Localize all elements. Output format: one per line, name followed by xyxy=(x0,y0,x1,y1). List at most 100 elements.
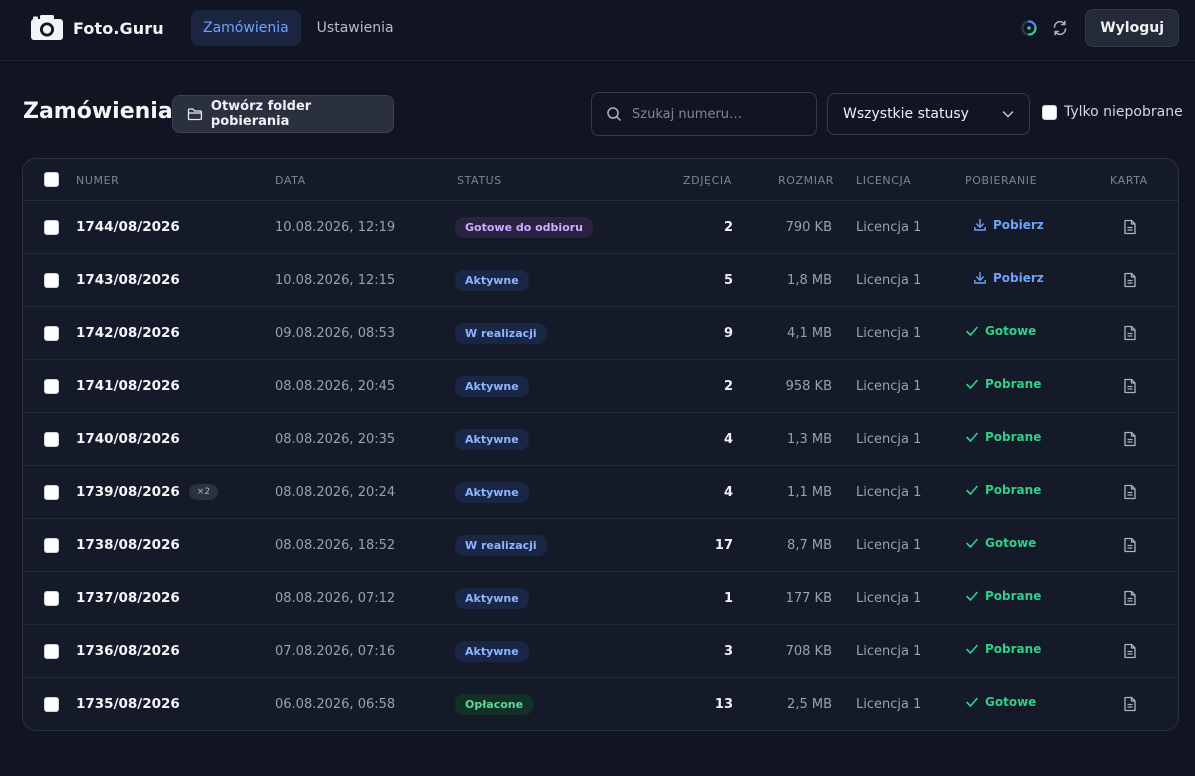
order-number-cell[interactable]: 1736/08/2026 xyxy=(76,625,180,677)
header-actions: Wyloguj xyxy=(1020,9,1179,47)
row-checkbox[interactable] xyxy=(44,537,59,553)
row-select-cell xyxy=(44,254,59,306)
order-card-button[interactable] xyxy=(1123,625,1137,677)
order-card-button[interactable] xyxy=(1123,413,1137,465)
refresh-icon[interactable] xyxy=(1051,19,1069,37)
order-card-button[interactable] xyxy=(1123,307,1137,359)
license-name: Licencja 1 xyxy=(856,219,922,235)
order-number: 1741/08/2026 xyxy=(76,378,180,394)
check-icon xyxy=(966,591,978,601)
order-card-button[interactable] xyxy=(1123,572,1137,624)
brand-name: Foto.Guru xyxy=(73,18,164,38)
order-card-button[interactable] xyxy=(1123,201,1137,253)
table-row[interactable]: 1743/08/2026 10.08.2026, 12:15 Aktywne 5 1,8… xyxy=(23,254,1178,307)
status-badge: Opłacone xyxy=(455,693,534,715)
document-icon xyxy=(1124,590,1136,606)
order-number-cell[interactable]: 1739/08/2026 ×2 xyxy=(76,466,219,518)
order-date: 06.08.2026, 06:58 xyxy=(275,696,396,712)
search-icon xyxy=(607,107,621,121)
row-select-cell xyxy=(44,201,59,253)
order-number: 1743/08/2026 xyxy=(76,272,180,288)
nav-settings[interactable]: Ustawienia xyxy=(316,20,394,36)
search-box[interactable] xyxy=(591,92,817,136)
logout-button[interactable]: Wyloguj xyxy=(1085,9,1179,47)
row-checkbox[interactable] xyxy=(44,590,59,606)
search-input[interactable] xyxy=(632,106,802,122)
column-header-license[interactable]: LICENCJA xyxy=(856,174,912,187)
status-cell: Aktywne xyxy=(455,625,529,677)
status-cell: W realizacji xyxy=(455,307,547,359)
order-number: 1739/08/2026 xyxy=(76,484,180,500)
document-icon xyxy=(1124,325,1136,341)
photos-count: 1 xyxy=(723,590,733,606)
license-name: Licencja 1 xyxy=(856,643,922,659)
download-button[interactable]: Pobierz xyxy=(973,252,1044,304)
column-header-size[interactable]: ROZMIAR xyxy=(778,174,834,187)
order-card-button[interactable] xyxy=(1123,466,1137,518)
status-cell: Aktywne xyxy=(455,572,529,624)
nav-orders[interactable]: Zamówienia xyxy=(191,10,301,46)
status-badge: Aktywne xyxy=(455,640,529,662)
column-header-photos[interactable]: ZDJĘCIA xyxy=(683,174,732,187)
download-button[interactable]: Pobierz xyxy=(973,199,1044,251)
table-row[interactable]: 1736/08/2026 07.08.2026, 07:16 Aktywne 3 708… xyxy=(23,625,1178,678)
license-name: Licencja 1 xyxy=(856,378,922,394)
table-row[interactable]: 1735/08/2026 06.08.2026, 06:58 Opłacone 13 2… xyxy=(23,678,1178,730)
table-row[interactable]: 1742/08/2026 09.08.2026, 08:53 W realizacj… xyxy=(23,307,1178,360)
select-all-checkbox[interactable] xyxy=(44,172,59,187)
table-row[interactable]: 1739/08/2026 ×2 08.08.2026, 20:24 Aktywne 4 1… xyxy=(23,466,1178,519)
table-row[interactable]: 1740/08/2026 08.08.2026, 20:35 Aktywne 4 1,3… xyxy=(23,413,1178,466)
table-row[interactable]: 1744/08/2026 10.08.2026, 12:19 Gotowe do o… xyxy=(23,201,1178,254)
order-number-cell[interactable]: 1741/08/2026 xyxy=(76,360,180,412)
status-badge: Aktywne xyxy=(455,375,529,397)
photos-count: 9 xyxy=(723,325,733,341)
status-cell: W realizacji xyxy=(455,519,547,571)
column-header-download[interactable]: POBIERANIE xyxy=(965,174,1038,187)
duplicate-count-badge: ×2 xyxy=(188,484,219,500)
row-checkbox[interactable] xyxy=(44,325,59,341)
brand-logo[interactable]: Foto.Guru xyxy=(29,14,164,42)
page-title: Zamówienia xyxy=(23,99,173,124)
order-card-button[interactable] xyxy=(1123,360,1137,412)
row-checkbox[interactable] xyxy=(44,219,59,235)
order-number-cell[interactable]: 1743/08/2026 xyxy=(76,254,180,306)
order-number-cell[interactable]: 1742/08/2026 xyxy=(76,307,180,359)
order-date: 07.08.2026, 07:16 xyxy=(275,643,396,659)
photos-count: 4 xyxy=(723,431,733,447)
order-number-cell[interactable]: 1737/08/2026 xyxy=(76,572,180,624)
order-number-cell[interactable]: 1740/08/2026 xyxy=(76,413,180,465)
license-name: Licencja 1 xyxy=(856,484,922,500)
row-checkbox[interactable] xyxy=(44,643,59,659)
column-header-card[interactable]: KARTA xyxy=(1110,174,1148,187)
row-checkbox[interactable] xyxy=(44,378,59,394)
table-row[interactable]: 1738/08/2026 08.08.2026, 18:52 W realizacj… xyxy=(23,519,1178,572)
order-date: 08.08.2026, 20:35 xyxy=(275,431,396,447)
order-number-cell[interactable]: 1744/08/2026 xyxy=(76,201,180,253)
column-header-number[interactable]: NUMER xyxy=(76,174,120,187)
row-checkbox[interactable] xyxy=(44,272,59,288)
status-filter-select[interactable]: Wszystkie statusy xyxy=(827,93,1030,135)
order-number-cell[interactable]: 1738/08/2026 xyxy=(76,519,180,571)
license-name: Licencja 1 xyxy=(856,325,922,341)
only-not-downloaded-checkbox[interactable] xyxy=(1042,104,1057,120)
row-checkbox[interactable] xyxy=(44,696,59,712)
row-checkbox[interactable] xyxy=(44,431,59,447)
column-header-date[interactable]: DATA xyxy=(275,174,306,187)
document-icon xyxy=(1124,378,1136,394)
order-card-button[interactable] xyxy=(1123,678,1137,730)
open-folder-button[interactable]: Otwórz folder pobierania xyxy=(172,95,394,133)
order-card-button[interactable] xyxy=(1123,254,1137,306)
order-number: 1744/08/2026 xyxy=(76,219,180,235)
status-cell: Gotowe do odbioru xyxy=(455,201,594,253)
order-number-cell[interactable]: 1735/08/2026 xyxy=(76,678,180,730)
row-checkbox[interactable] xyxy=(44,484,59,500)
row-select-cell xyxy=(44,572,59,624)
photos-count: 13 xyxy=(714,696,733,712)
order-date: 08.08.2026, 20:24 xyxy=(275,484,396,500)
column-header-status[interactable]: STATUS xyxy=(457,174,502,187)
only-not-downloaded-toggle[interactable]: Tylko niepobrane xyxy=(1042,104,1183,120)
order-card-button[interactable] xyxy=(1123,519,1137,571)
folder-icon xyxy=(187,108,203,121)
table-row[interactable]: 1741/08/2026 08.08.2026, 20:45 Aktywne 2 958… xyxy=(23,360,1178,413)
table-row[interactable]: 1737/08/2026 08.08.2026, 07:12 Aktywne 1 177… xyxy=(23,572,1178,625)
